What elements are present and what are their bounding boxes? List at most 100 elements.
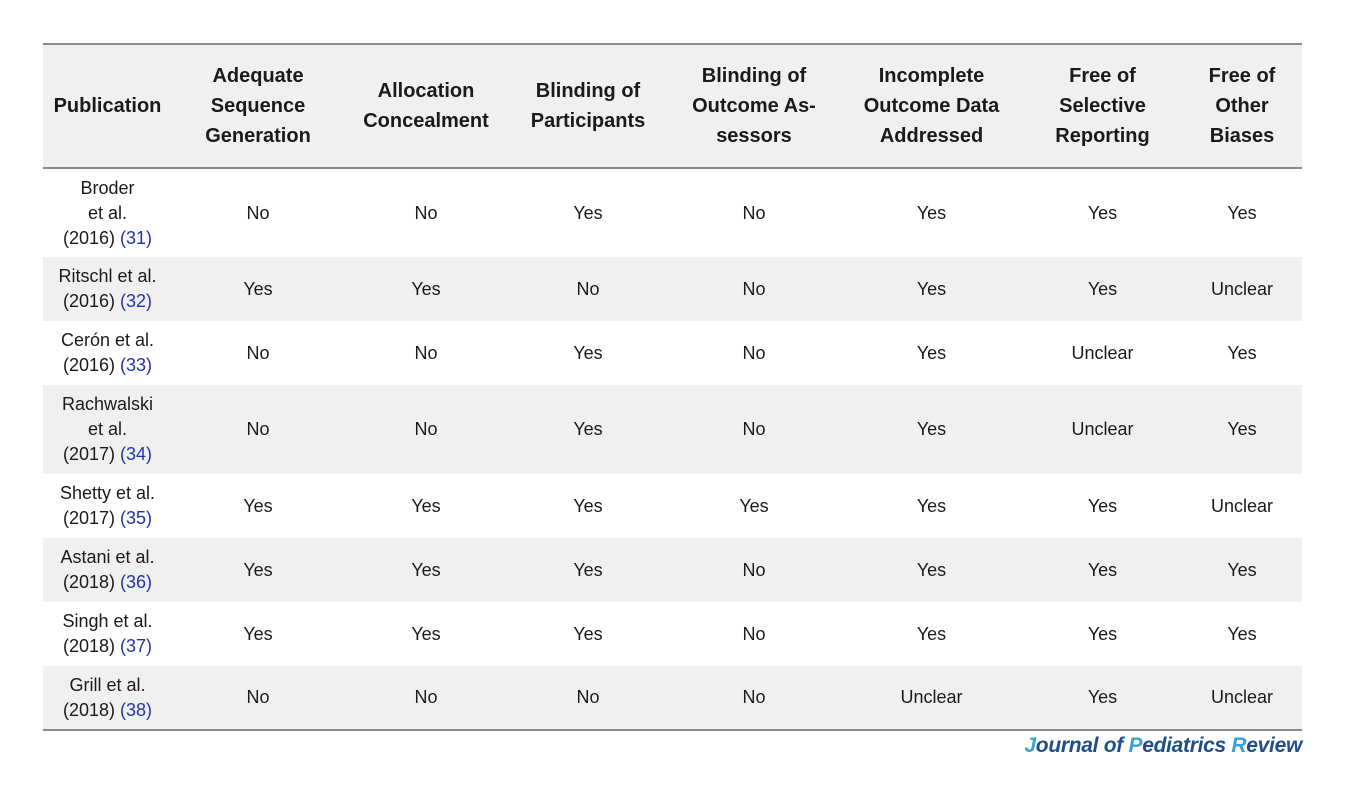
table-header: Publication Adequate Sequence Generation… bbox=[43, 44, 1302, 168]
assessment-cell: Yes bbox=[1087, 687, 1118, 707]
column-header-blinding-assessors: Blinding of Outcome As- sessors bbox=[692, 65, 816, 147]
journal-name-part: ediatrics bbox=[1142, 734, 1232, 757]
assessment-cell: Yes bbox=[243, 495, 273, 516]
table-row: Shetty et al. (2017) (35) Yes Yes Yes Yes Yes… bbox=[43, 474, 1302, 538]
assessment-cell: No bbox=[414, 687, 438, 707]
reference-link[interactable]: (34) bbox=[120, 444, 153, 464]
publication-text: Cerón et al. (2016) bbox=[60, 330, 155, 375]
assessment-cell: Yes bbox=[1227, 559, 1257, 580]
publication-text: Rachwalski et al. (2017) bbox=[61, 394, 154, 464]
assessment-cell: Yes bbox=[1227, 623, 1257, 644]
column-header-other-biases: Free of Other Biases bbox=[1208, 65, 1276, 147]
assessment-cell: Yes bbox=[243, 559, 273, 580]
assessment-cell: Yes bbox=[573, 202, 603, 223]
assessment-cell: Yes bbox=[1087, 623, 1118, 644]
assessment-cell: Yes bbox=[573, 495, 603, 516]
journal-name-part: eview bbox=[1246, 734, 1302, 757]
reference-link[interactable]: (37) bbox=[120, 636, 153, 656]
assessment-cell: Yes bbox=[916, 559, 947, 580]
publication-cell: Cerón et al. (2016) (33) bbox=[43, 321, 172, 385]
reference-link[interactable]: (38) bbox=[120, 699, 153, 720]
assessment-cell: Yes bbox=[573, 419, 603, 439]
assessment-cell: Unclear bbox=[1210, 278, 1274, 299]
table-row: Cerón et al. (2016) (33) No No Yes No Yes Uncl… bbox=[43, 321, 1302, 385]
assessment-cell: Yes bbox=[1227, 419, 1257, 439]
assessment-cell: No bbox=[246, 342, 270, 363]
table-row: Rachwalski et al. (2017) (34) No No Yes No Ye… bbox=[43, 385, 1302, 474]
assessment-cell: No bbox=[414, 419, 438, 439]
publication-text: Astani et al. (2018) bbox=[60, 547, 155, 592]
assessment-cell: Yes bbox=[1087, 278, 1118, 299]
column-header-sequence-generation: Adequate Sequence Generation bbox=[205, 65, 311, 147]
assessment-cell: No bbox=[742, 278, 766, 299]
assessment-cell: Unclear bbox=[900, 687, 963, 707]
assessment-cell: Yes bbox=[573, 623, 603, 644]
assessment-cell: Unclear bbox=[1071, 342, 1134, 363]
assessment-cell: No bbox=[742, 559, 766, 580]
risk-of-bias-table: Publication Adequate Sequence Generation… bbox=[43, 43, 1302, 731]
column-header-selective-reporting: Free of Selective Reporting bbox=[1055, 65, 1150, 147]
publication-cell: Astani et al. (2018) (36) bbox=[43, 538, 172, 602]
assessment-cell: Yes bbox=[243, 278, 273, 299]
publication-cell: Rachwalski et al. (2017) (34) bbox=[43, 385, 172, 474]
assessment-cell: No bbox=[414, 202, 438, 223]
assessment-cell: Yes bbox=[916, 202, 947, 223]
publication-text: Singh et al. (2018) bbox=[62, 611, 153, 656]
reference-link[interactable]: (31) bbox=[120, 227, 153, 248]
assessment-cell: Yes bbox=[411, 623, 441, 644]
assessment-cell: Yes bbox=[1227, 342, 1257, 363]
table-row: Grill et al. (2018) (38) No No No No Unclear Y… bbox=[43, 666, 1302, 730]
publication-cell: Ritschl et al. (2016) (32) bbox=[43, 257, 172, 321]
assessment-cell: No bbox=[246, 202, 270, 223]
reference-link[interactable]: (35) bbox=[120, 508, 153, 528]
assessment-cell: Yes bbox=[411, 278, 441, 299]
journal-name-part: P bbox=[1128, 734, 1143, 757]
risk-of-bias-table-container: Publication Adequate Sequence Generation… bbox=[43, 43, 1302, 731]
assessment-cell: No bbox=[742, 202, 766, 223]
assessment-cell: No bbox=[576, 687, 600, 707]
table-row: Broder et al. (2016) (31) No No Yes No Yes Yes… bbox=[43, 168, 1302, 257]
reference-link[interactable]: (36) bbox=[120, 572, 153, 592]
assessment-cell: Yes bbox=[573, 559, 603, 580]
assessment-cell: No bbox=[246, 687, 270, 707]
publication-text: Broder et al. (2016) bbox=[62, 177, 135, 248]
table-row: Singh et al. (2018) (37) Yes Yes Yes No Yes Ye… bbox=[43, 602, 1302, 666]
publication-text: Ritschl et al. (2016) bbox=[58, 266, 157, 311]
column-header-publication: Publication bbox=[53, 95, 162, 117]
assessment-cell: Yes bbox=[1087, 202, 1118, 223]
assessment-cell: Yes bbox=[1087, 495, 1118, 516]
reference-link[interactable]: (33) bbox=[120, 355, 153, 375]
assessment-cell: Yes bbox=[411, 559, 441, 580]
publication-text: Grill et al. (2018) bbox=[62, 674, 146, 720]
assessment-cell: Yes bbox=[916, 419, 947, 439]
assessment-cell: No bbox=[246, 419, 270, 439]
assessment-cell: Yes bbox=[916, 623, 947, 644]
assessment-cell: Unclear bbox=[1071, 419, 1134, 439]
reference-link[interactable]: (32) bbox=[120, 291, 153, 311]
table-row: Ritschl et al. (2016) (32) Yes Yes No No Yes Y… bbox=[43, 257, 1302, 321]
journal-name-part: J bbox=[1024, 734, 1036, 757]
assessment-cell: Yes bbox=[916, 342, 947, 363]
assessment-cell: Yes bbox=[916, 495, 947, 516]
assessment-cell: Yes bbox=[1087, 559, 1118, 580]
journal-name-part: R bbox=[1231, 734, 1247, 757]
assessment-cell: Yes bbox=[411, 495, 441, 516]
column-header-blinding-participants: Blinding of Participants bbox=[530, 80, 646, 132]
journal-name-footer: Journal of Pediatrics Review bbox=[1024, 734, 1302, 758]
assessment-cell: Yes bbox=[573, 342, 603, 363]
column-header-allocation-concealment: Allocation Concealment bbox=[363, 80, 489, 132]
journal-name-part: ournal of bbox=[1035, 734, 1129, 757]
publication-cell: Singh et al. (2018) (37) bbox=[43, 602, 172, 666]
assessment-cell: Yes bbox=[243, 623, 273, 644]
assessment-cell: Yes bbox=[739, 495, 769, 516]
assessment-cell: No bbox=[742, 419, 766, 439]
publication-cell: Broder et al. (2016) (31) bbox=[43, 168, 172, 257]
assessment-cell: Yes bbox=[916, 278, 947, 299]
assessment-cell: Unclear bbox=[1210, 495, 1274, 516]
column-header-incomplete-outcome-data: Incomplete Outcome Data Addressed bbox=[863, 65, 1000, 147]
publication-cell: Shetty et al. (2017) (35) bbox=[43, 474, 172, 538]
assessment-cell: Yes bbox=[1227, 202, 1257, 223]
table-row: Astani et al. (2018) (36) Yes Yes Yes No Yes Y… bbox=[43, 538, 1302, 602]
table-body: Broder et al. (2016) (31) No No Yes No Yes Yes… bbox=[43, 168, 1302, 730]
assessment-cell: No bbox=[576, 278, 600, 299]
